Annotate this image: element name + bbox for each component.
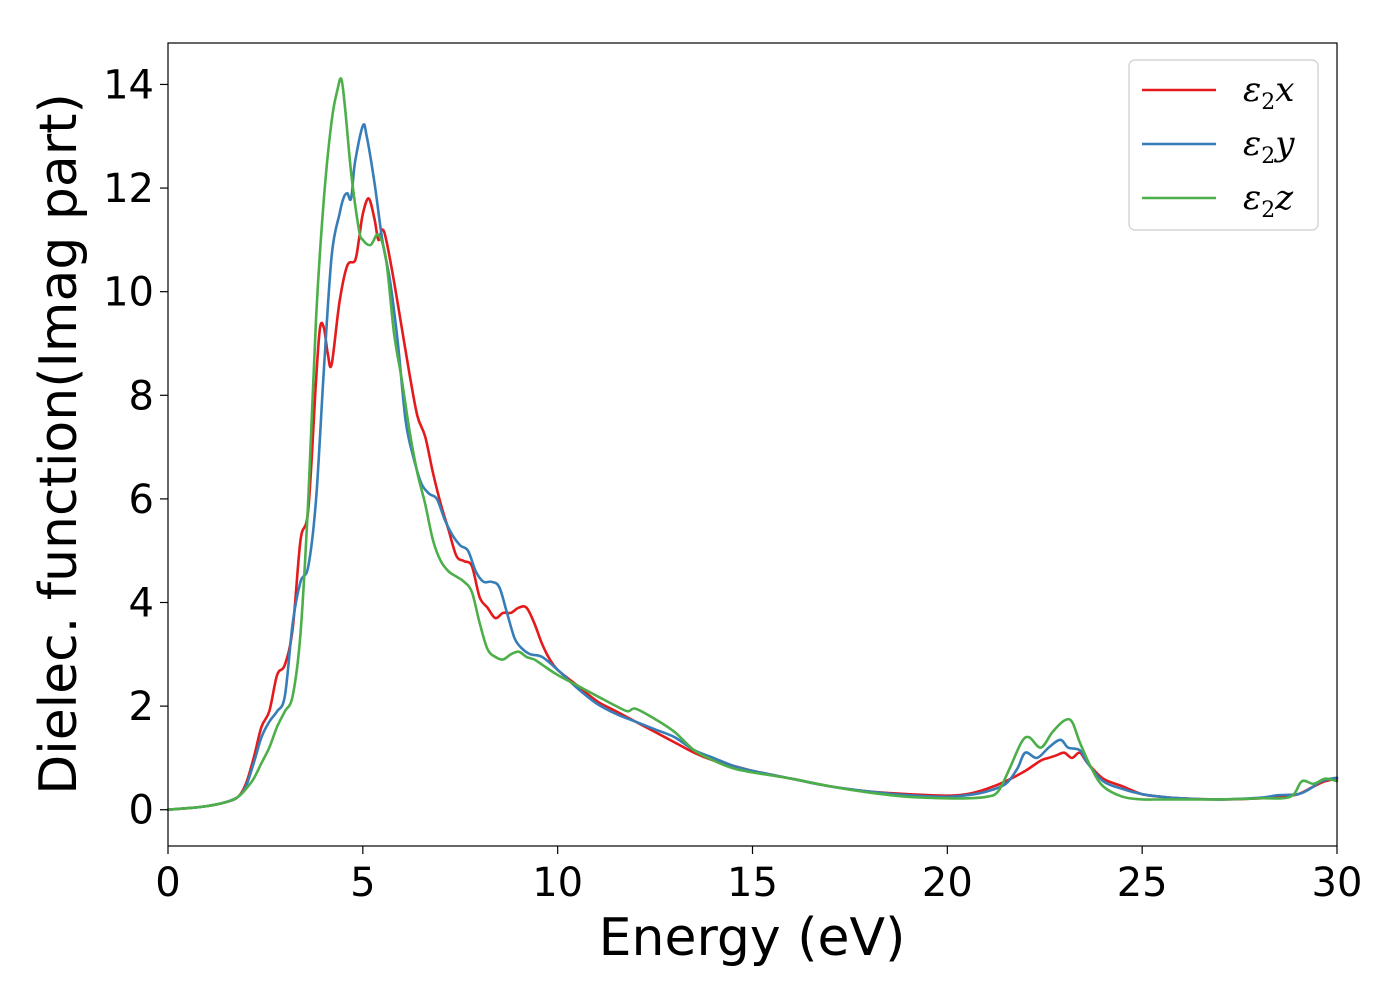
series-line-x <box>166 197 1339 811</box>
legend-axis: y <box>1273 124 1295 164</box>
legend-label-x: ε2x <box>1243 70 1294 115</box>
legend-axis: x <box>1275 70 1294 110</box>
legend-box <box>1128 59 1319 231</box>
y-tick-label: 2 <box>129 684 154 730</box>
y-tick-label: 6 <box>129 477 154 523</box>
legend-label-z: ε2z <box>1243 178 1294 223</box>
x-axis: 0 5 10 15 20 25 30 <box>155 846 1362 906</box>
x-tick-label: 20 <box>922 860 973 906</box>
legend-symbol: ε <box>1243 124 1261 164</box>
y-tick-label: 8 <box>129 373 154 419</box>
y-tick-label: 14 <box>103 62 154 108</box>
legend-label-y: ε2y <box>1243 124 1295 169</box>
series-layer <box>166 77 1339 811</box>
x-tick-label: 5 <box>350 860 375 906</box>
legend-subscript: 2 <box>1261 198 1275 223</box>
y-tick-label: 12 <box>103 166 154 212</box>
legend-symbol: ε <box>1243 178 1261 218</box>
x-tick-label: 15 <box>727 860 778 906</box>
x-tick-label: 10 <box>532 860 583 906</box>
y-axis-title: Dielec. function(Imag part) <box>29 93 89 795</box>
x-axis-title: Energy (eV) <box>599 908 906 968</box>
y-axis: 0 2 4 6 8 10 12 14 <box>103 62 168 834</box>
x-tick-label: 0 <box>155 860 180 906</box>
legend-symbol: ε <box>1243 70 1261 110</box>
series-line-z <box>166 77 1339 811</box>
legend-axis: z <box>1274 178 1294 218</box>
x-tick-label: 30 <box>1312 860 1363 906</box>
legend-subscript: 2 <box>1261 144 1275 169</box>
y-tick-label: 4 <box>129 581 154 627</box>
legend-subscript: 2 <box>1261 90 1275 115</box>
series-line-y <box>166 123 1339 811</box>
y-tick-label: 10 <box>103 270 154 316</box>
y-tick-label: 0 <box>129 788 154 834</box>
x-tick-label: 25 <box>1117 860 1168 906</box>
